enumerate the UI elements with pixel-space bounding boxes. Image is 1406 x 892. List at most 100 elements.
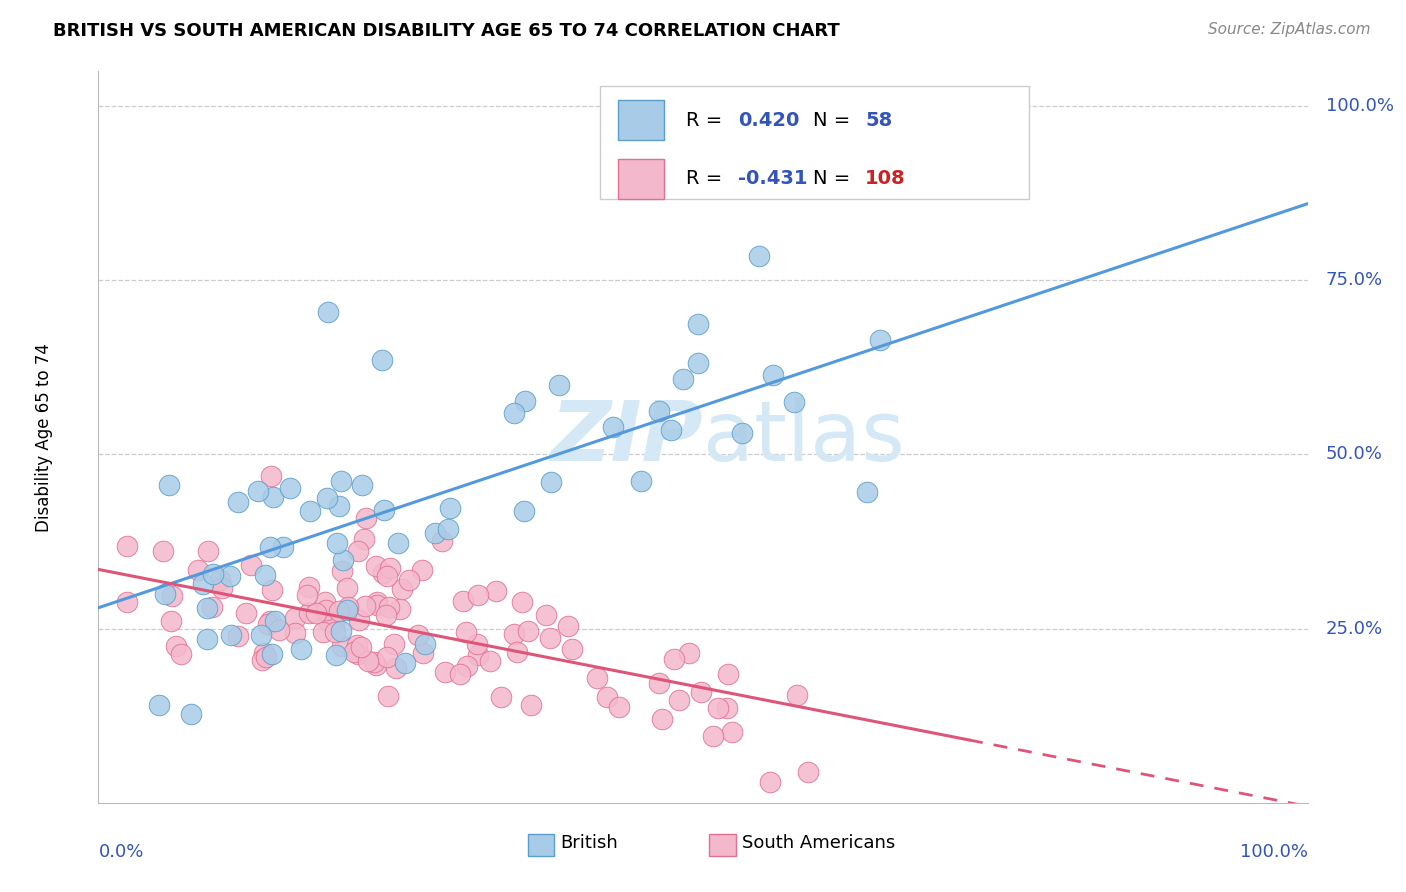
Point: [201, 566, 224, 581]
Text: British: British: [561, 834, 619, 852]
Point: [596, 690, 619, 704]
Point: [717, 666, 740, 681]
Text: R =: R =: [686, 169, 728, 188]
Point: [387, 536, 409, 550]
Point: [377, 689, 399, 703]
Point: [219, 569, 242, 583]
Point: [707, 700, 730, 714]
Point: [221, 628, 243, 642]
Text: 50.0%: 50.0%: [1326, 445, 1382, 464]
Point: [290, 642, 312, 657]
Point: [678, 647, 700, 661]
Point: [465, 637, 488, 651]
Point: [253, 568, 276, 582]
Point: [602, 420, 624, 434]
Point: [284, 611, 307, 625]
Text: 100.0%: 100.0%: [1240, 843, 1308, 861]
Text: atlas: atlas: [703, 397, 904, 477]
Point: [162, 589, 184, 603]
Point: [547, 378, 569, 392]
Point: [491, 690, 513, 704]
Point: [786, 689, 808, 703]
Point: [662, 652, 685, 666]
Text: Disability Age 65 to 74: Disability Age 65 to 74: [35, 343, 53, 532]
Point: [659, 423, 682, 437]
Point: [297, 588, 319, 602]
Point: [325, 648, 347, 662]
Point: [323, 625, 346, 640]
Point: [512, 503, 534, 517]
Point: [152, 544, 174, 558]
Point: [329, 474, 352, 488]
Point: [336, 581, 359, 595]
Point: [350, 640, 373, 655]
Point: [269, 623, 291, 637]
Point: [259, 540, 281, 554]
Point: [346, 638, 368, 652]
Point: [330, 639, 353, 653]
Point: [326, 536, 349, 550]
Point: [195, 632, 218, 646]
Point: [262, 490, 284, 504]
Text: 75.0%: 75.0%: [1326, 271, 1384, 289]
Point: [391, 582, 413, 596]
Point: [117, 539, 139, 553]
Point: [363, 655, 385, 669]
Point: [382, 637, 405, 651]
Text: 25.0%: 25.0%: [1326, 620, 1384, 638]
Point: [385, 660, 408, 674]
Text: South Americans: South Americans: [742, 834, 896, 852]
Point: [434, 665, 457, 679]
Point: [298, 504, 321, 518]
Point: [364, 558, 387, 573]
Point: [254, 649, 277, 664]
Point: [240, 558, 263, 572]
Point: [347, 614, 370, 628]
Point: [169, 648, 191, 662]
Point: [353, 599, 375, 613]
FancyBboxPatch shape: [527, 834, 554, 856]
Point: [148, 698, 170, 712]
Point: [226, 494, 249, 508]
Point: [586, 671, 609, 685]
Point: [609, 700, 631, 714]
Point: [557, 618, 579, 632]
Point: [762, 368, 785, 382]
Point: [517, 624, 540, 638]
Text: 100.0%: 100.0%: [1326, 97, 1393, 115]
Point: [373, 503, 395, 517]
Point: [117, 595, 139, 609]
Point: [439, 500, 461, 515]
Point: [506, 645, 529, 659]
Point: [354, 511, 377, 525]
Point: [647, 676, 669, 690]
Point: [253, 647, 276, 661]
Point: [247, 483, 270, 498]
Point: [197, 543, 219, 558]
Point: [375, 649, 398, 664]
Point: [513, 394, 536, 409]
Text: ZIP: ZIP: [550, 397, 703, 477]
Point: [328, 500, 350, 514]
Point: [375, 607, 398, 622]
Point: [226, 629, 249, 643]
Text: 108: 108: [865, 169, 905, 188]
Text: BRITISH VS SOUTH AMERICAN DISABILITY AGE 65 TO 74 CORRELATION CHART: BRITISH VS SOUTH AMERICAN DISABILITY AGE…: [53, 22, 841, 40]
Point: [314, 595, 336, 609]
Point: [180, 706, 202, 721]
Point: [336, 599, 359, 614]
Point: [187, 563, 209, 577]
Point: [260, 647, 283, 661]
Point: [716, 701, 738, 715]
Point: [686, 355, 709, 369]
Point: [371, 352, 394, 367]
Point: [437, 522, 460, 536]
Point: [305, 606, 328, 620]
Point: [561, 642, 583, 657]
Point: [298, 580, 321, 594]
Point: [538, 631, 561, 645]
Point: [378, 560, 401, 574]
Point: [394, 657, 416, 671]
Point: [702, 729, 724, 743]
Point: [316, 614, 339, 628]
